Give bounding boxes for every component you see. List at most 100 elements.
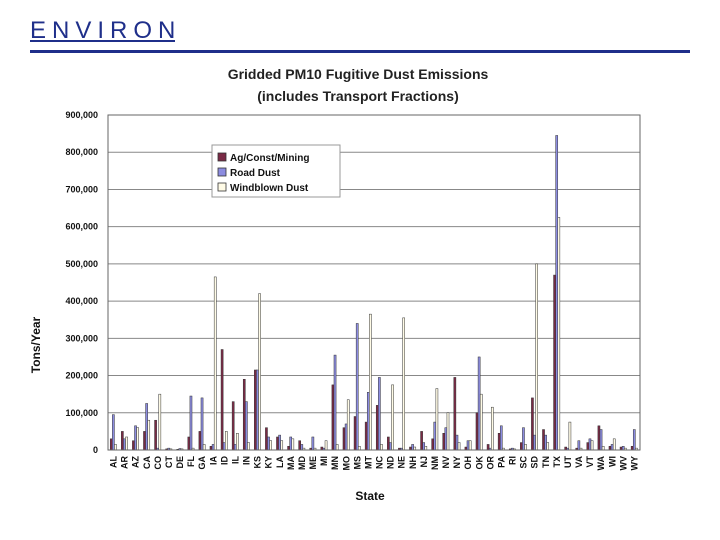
bar-sd-3 <box>535 263 538 451</box>
bar-tn-1 <box>542 429 545 451</box>
x-tick-label: WV <box>618 456 628 471</box>
x-tick-label: ME <box>308 456 318 470</box>
bar-va-2 <box>577 440 581 451</box>
x-tick-label: NJ <box>419 456 429 468</box>
x-tick-label: NH <box>408 456 418 469</box>
x-tick-label: OR <box>485 455 495 469</box>
bar-al-1 <box>109 438 113 451</box>
x-tick-label: ID <box>219 455 229 465</box>
x-tick-label: MD <box>297 456 307 470</box>
bar-in-3 <box>247 442 250 451</box>
x-tick-label: OK <box>474 455 484 469</box>
plot-frame <box>107 114 641 451</box>
bar-mt-1 <box>364 421 368 451</box>
y-tick-label: 600,000 <box>65 222 98 232</box>
x-tick-label: KS <box>253 456 263 469</box>
x-tick-label: IA <box>208 455 218 465</box>
logo-underline <box>30 40 175 42</box>
bar-wi-2 <box>610 444 614 451</box>
bar-mn-3 <box>335 444 339 451</box>
y-tick-label: 500,000 <box>65 259 98 269</box>
x-tick-label: WY <box>629 456 639 471</box>
y-tick-label: 700,000 <box>65 184 98 194</box>
bar-ga-2 <box>200 397 204 451</box>
bar-wi-1 <box>608 446 612 451</box>
x-tick-label: MT <box>363 456 373 469</box>
gridlines <box>108 114 640 451</box>
x-tick-label: RI <box>508 456 518 465</box>
bar-id-1 <box>220 349 224 451</box>
bar-oh-3 <box>468 440 472 451</box>
bar-az-1 <box>132 440 135 451</box>
bar-ca-3 <box>147 419 151 451</box>
bar-ca-1 <box>143 431 146 451</box>
x-tick-label: WA <box>596 456 606 471</box>
bar-tx-3 <box>557 217 561 451</box>
bars <box>109 135 638 451</box>
bar-md-1 <box>298 440 301 451</box>
bar-nd-1 <box>387 436 390 451</box>
bar-ok-3 <box>479 393 483 451</box>
x-tick-label: UT <box>563 456 573 468</box>
bar-or-1 <box>486 444 490 451</box>
bar-mo-3 <box>346 399 350 451</box>
bar-az-2 <box>134 425 137 451</box>
legend-swatch <box>217 152 227 162</box>
bar-az-3 <box>136 427 139 451</box>
y-tick-label: 0 <box>93 445 98 455</box>
bar-wy-2 <box>632 429 636 451</box>
bar-in-2 <box>245 401 248 451</box>
x-tick-label: TX <box>552 456 562 468</box>
bar-nm-2 <box>433 421 437 451</box>
bar-tx-1 <box>553 274 556 451</box>
x-tick-label: OH <box>463 456 473 470</box>
legend-swatch <box>217 182 227 192</box>
bar-ms-1 <box>353 416 357 451</box>
bar-oh-2 <box>466 440 470 451</box>
bar-id-2 <box>222 442 226 451</box>
bar-nj-2 <box>422 442 426 451</box>
x-tick-label: IN <box>242 456 252 465</box>
bar-ma-1 <box>287 446 290 451</box>
x-tick-label: DE <box>175 456 185 469</box>
x-tick-labels: AL AR AZ CA CO CT DE FL GA IA ID IL IN KS KY LA MA MD ME MI… <box>109 455 640 470</box>
bar-wy-1 <box>630 446 634 451</box>
y-tick-label: 100,000 <box>65 408 98 418</box>
bar-ny-2 <box>455 434 459 451</box>
x-tick-label: LA <box>275 456 285 468</box>
bar-sd-1 <box>531 397 534 451</box>
bar-ca-2 <box>145 403 148 451</box>
bar-ny-3 <box>457 442 461 451</box>
bar-wa-1 <box>597 425 601 451</box>
bar-ky-1 <box>265 427 268 451</box>
chart-subtitle: (includes Transport Fractions) <box>257 88 458 104</box>
bar-ga-1 <box>198 431 202 451</box>
bar-md-2 <box>300 444 304 451</box>
bar-ga-3 <box>202 444 206 451</box>
bar-wa-3 <box>601 446 605 451</box>
bar-nc-2 <box>378 377 381 451</box>
chart-title: Gridded PM10 Fugitive Dust Emissions <box>228 66 489 82</box>
bar-il-3 <box>236 433 239 451</box>
bar-la-1 <box>276 436 279 451</box>
bar-nj-1 <box>420 431 423 451</box>
bar-ia-1 <box>209 446 213 451</box>
x-tick-label: SD <box>530 456 540 469</box>
bar-al-2 <box>112 414 115 451</box>
bar-fl-1 <box>187 436 191 451</box>
y-tick-label: 200,000 <box>65 371 98 381</box>
bar-nj-3 <box>424 446 428 451</box>
x-tick-label: PA <box>496 456 506 468</box>
x-tick-label: MS <box>352 456 362 470</box>
bar-co-3 <box>158 393 162 451</box>
bar-ia-3 <box>213 276 217 451</box>
bar-in-1 <box>242 379 246 451</box>
bar-nv-3 <box>446 412 450 451</box>
bar-mt-3 <box>369 313 372 451</box>
bar-nh-2 <box>411 444 414 451</box>
bar-mn-1 <box>331 384 335 451</box>
x-tick-label: SC <box>519 456 529 469</box>
bar-or-3 <box>491 406 494 451</box>
bar-il-2 <box>233 444 237 451</box>
y-tick-label: 900,000 <box>65 110 98 120</box>
